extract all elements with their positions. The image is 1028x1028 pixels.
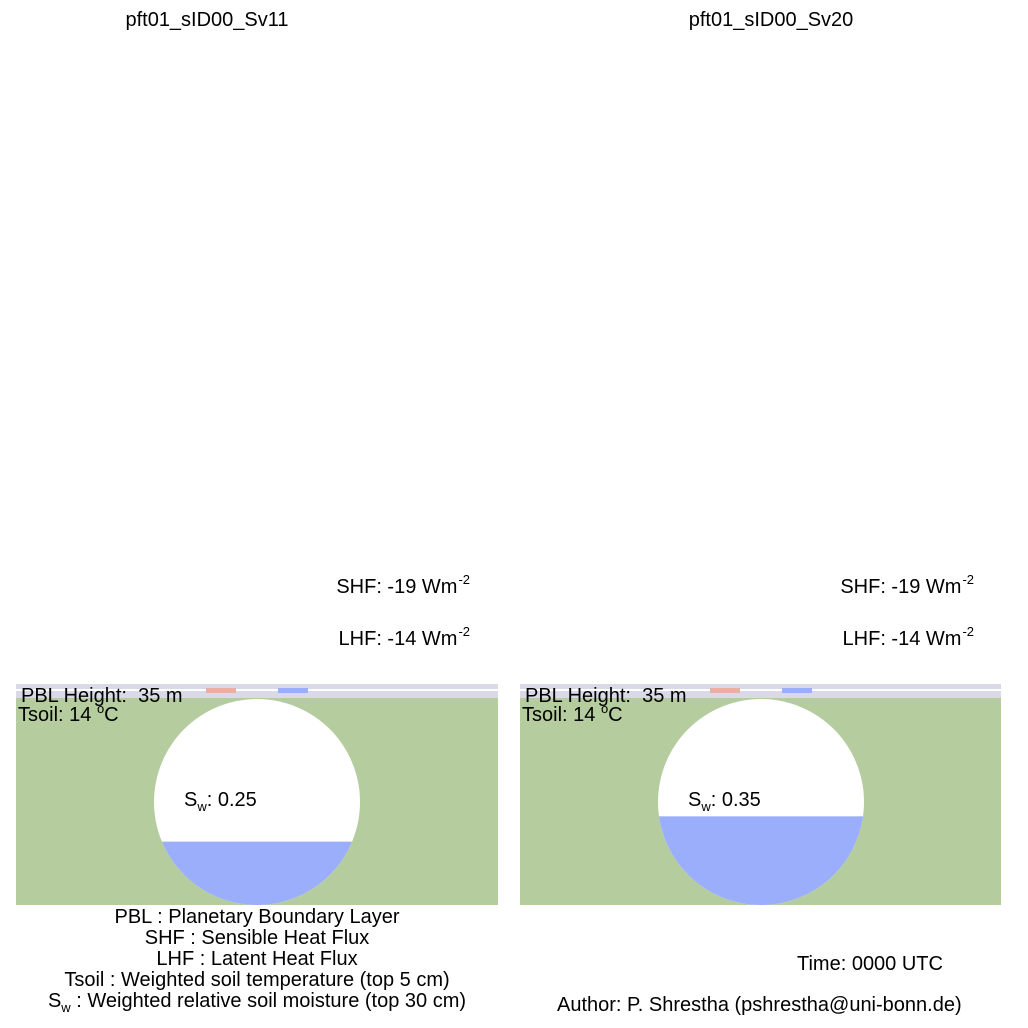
panel-1-shf: SHF: -19 Wm-2 [210,572,470,599]
time-label: Time: 0000 UTC [797,953,943,975]
panel-1-soil-moisture: Sw: 0.25 [184,789,257,814]
panel-1-soil-pore [154,699,360,905]
panel-2-water-fill [658,816,864,905]
panel-1-title: pft01_sID00_Sv11 [125,9,289,31]
panel-1-lhf-exponent: -2 [458,624,470,639]
panel-1-soil [16,698,498,905]
panel-1-sw-sub: w [197,799,207,814]
panel-1-sw-symbol: S [184,789,198,811]
panel-2-lhf-bar [782,688,812,693]
panel-1-lhf-bar [278,688,308,693]
panel-2-sw-symbol: S [688,789,702,811]
panel-1-shf-label: SHF: -19 Wm [336,576,458,598]
panel-2-soil-moisture: Sw: 0.35 [688,789,761,814]
panel-2-atmosphere-line [520,689,1001,691]
panel-2-pbl-height: PBL Height: 35 m [525,685,687,708]
panel-1-pbl-height: PBL Height: 35 m [21,685,183,708]
panel-1-shf-bar [206,688,236,693]
panel-1-tsoil: Tsoil: 14 oC [18,701,119,727]
panel-1-water-fill [154,841,360,905]
legend-sw-sub: w [61,1000,71,1015]
panel-1-shf-exponent: -2 [458,572,470,587]
panel-2-pbl-value: 35 m [642,685,687,707]
panel-1-lhf: LHF: -14 Wm-2 [210,624,470,651]
panel-2-shf-label: SHF: -19 Wm [840,576,962,598]
legend-sw: Sw : Weighted relative soil moisture (to… [7,990,507,1016]
panel-2-soil [520,698,1001,905]
legend-lhf: LHF : Latent Heat Flux [156,948,358,970]
author-label: Author: P. Shrestha (pshrestha@uni-bonn.… [557,994,962,1016]
panel-1-tsoil-degree: o [96,701,105,716]
panel-1-tsoil-label: Tsoil: 14 [18,704,92,726]
panel-2-lhf: LHF: -14 Wm-2 [714,624,974,651]
panel-2-title: pft01_sID00_Sv20 [688,9,854,31]
panel-2-soil-pore [658,699,864,905]
panel-1-sw-value: : 0.25 [206,789,257,811]
panel-2-pbl-label: PBL Height: [525,685,631,707]
legend: PBL : Planetary Boundary Layer SHF : Sen… [7,906,507,1016]
panel-2-sw-value: : 0.35 [710,789,761,811]
panel-1-pbl-label: PBL Height: [21,685,127,707]
panel-2-lhf-exponent: -2 [962,624,974,639]
panel-2-shf-bar [710,688,740,693]
panel-2-tsoil-degree: o [600,701,609,716]
panel-1-atmosphere-line [16,689,498,691]
legend-sw-text: : Weighted relative soil moisture (top 3… [70,990,467,1012]
panel-2-tsoil-label: Tsoil: 14 [522,704,596,726]
panel-1-atmosphere-strip [16,684,498,698]
legend-sw-symbol: S [47,990,62,1012]
panel-1-tsoil-unit: C [104,704,119,726]
legend-tsoil: Tsoil : Weighted soil temperature (top 5… [64,969,450,991]
panel-2-tsoil-unit: C [608,704,623,726]
legend-pbl: PBL : Planetary Boundary Layer [114,906,400,928]
panel-2-tsoil: Tsoil: 14 oC [522,701,623,727]
panel-2-shf: SHF: -19 Wm-2 [714,572,974,599]
panel-1-pbl-value: 35 m [138,685,183,707]
panel-1-lhf-label: LHF: -14 Wm [338,628,458,650]
legend-shf: SHF : Sensible Heat Flux [144,927,370,949]
panel-2-shf-exponent: -2 [962,572,974,587]
panel-2-lhf-label: LHF: -14 Wm [842,628,962,650]
panel-2-atmosphere-strip [520,684,1001,698]
panel-2-sw-sub: w [701,799,711,814]
